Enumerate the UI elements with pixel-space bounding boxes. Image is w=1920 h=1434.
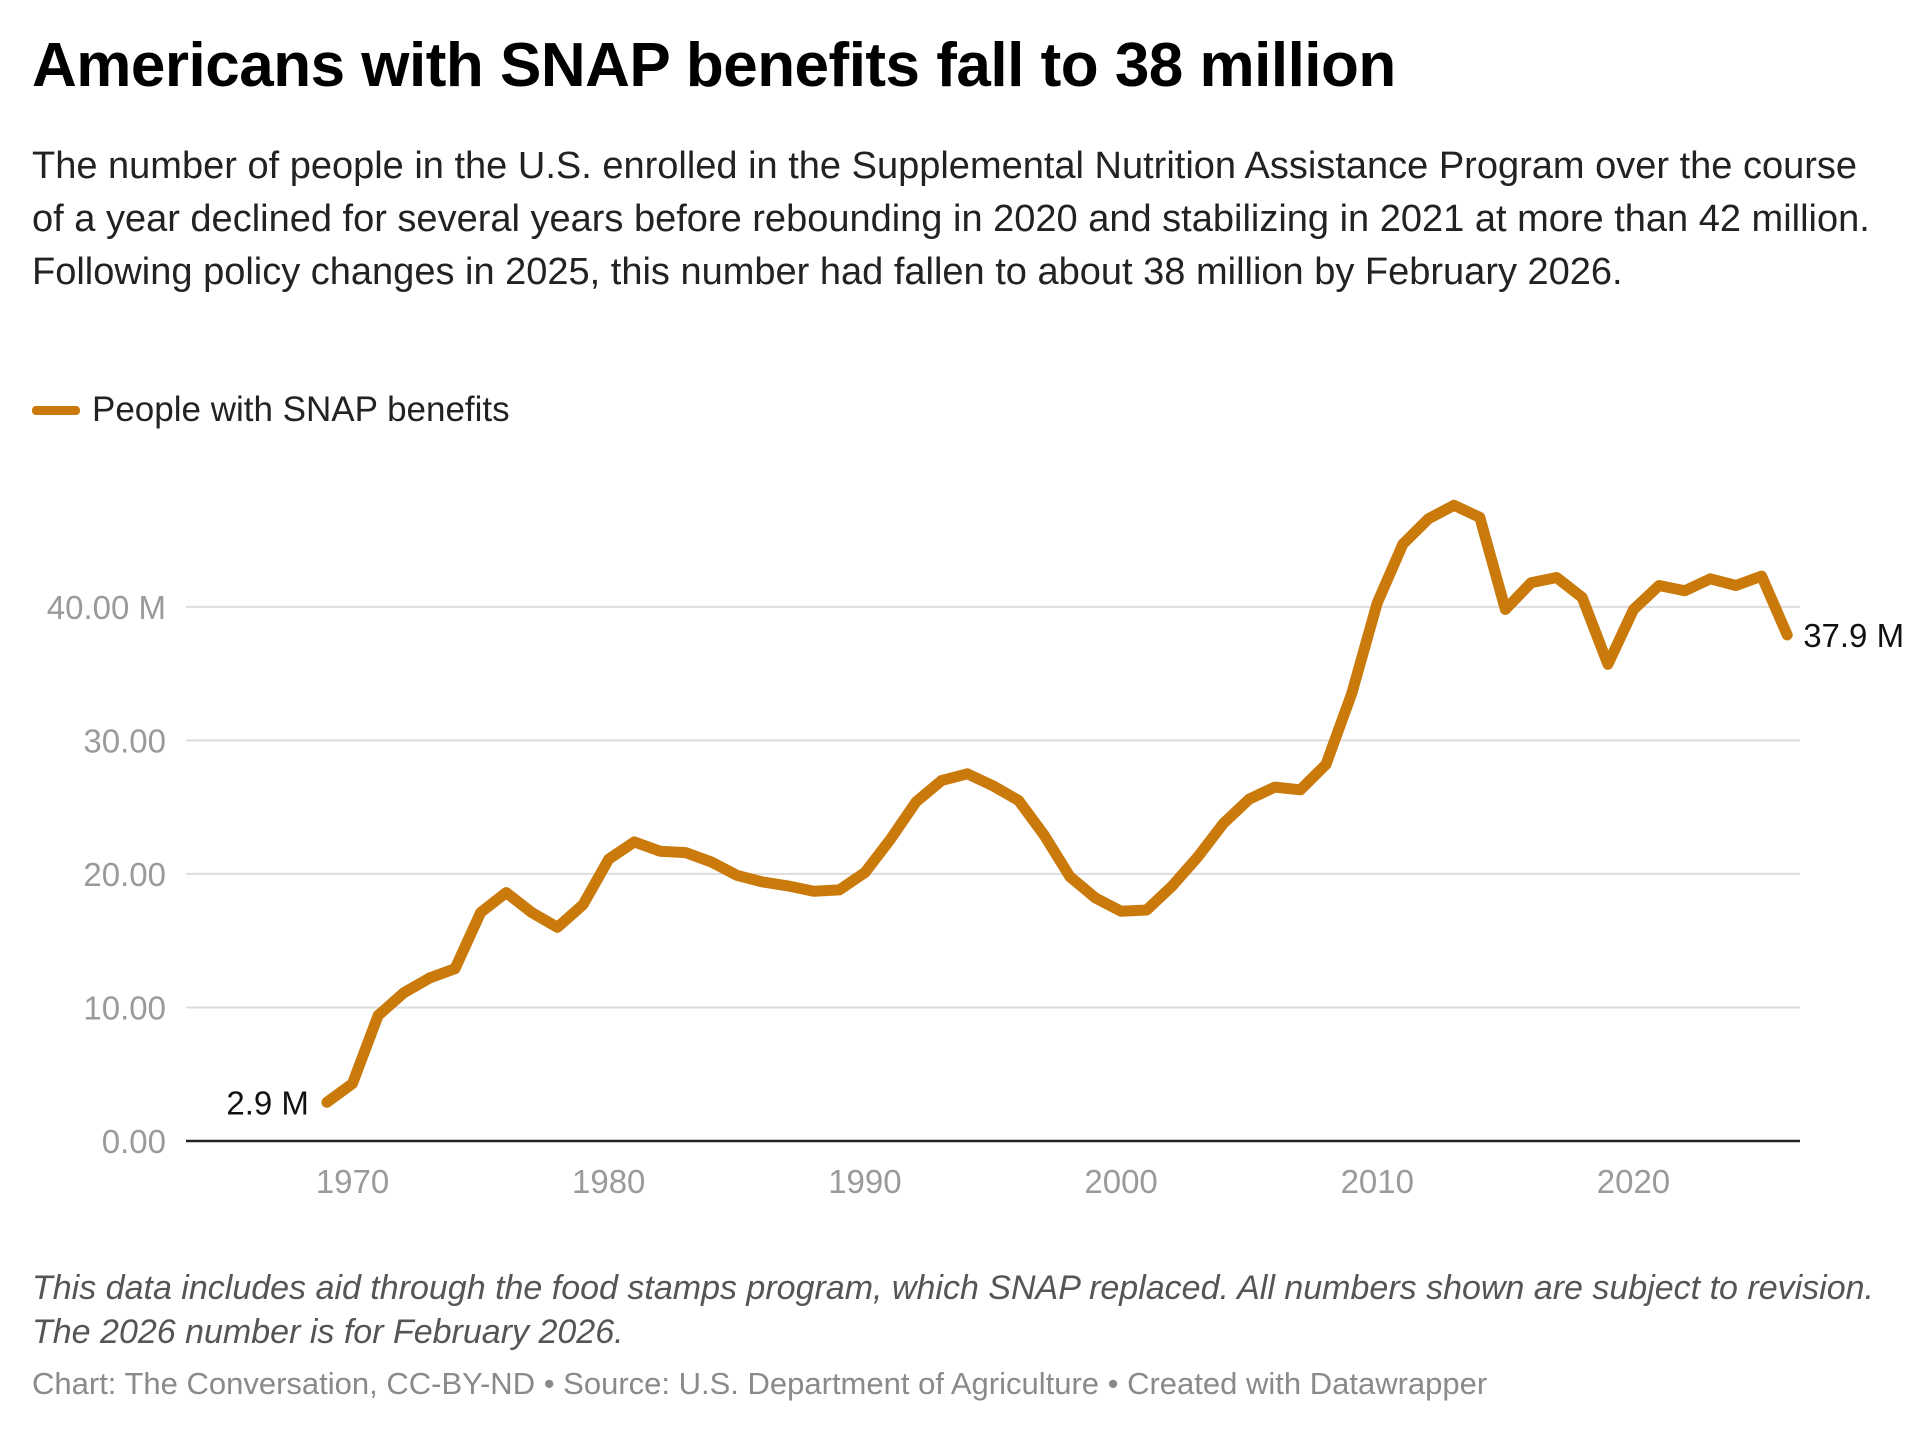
data-point [809,886,819,896]
y-tick-label: 0.00 [102,1123,166,1160]
data-point [1321,759,1331,769]
data-point [1347,689,1357,699]
x-tick-label: 2020 [1597,1163,1670,1200]
data-point [629,837,639,847]
legend-label: People with SNAP benefits [92,390,510,429]
x-tick-label: 1970 [316,1163,389,1200]
series-line [321,499,1793,1108]
data-point [1552,572,1562,582]
data-point [322,1097,332,1107]
data-point [1782,630,1792,640]
legend-swatch [32,405,80,415]
chart-notes: This data includes aid through the food … [32,1269,1874,1351]
data-point [476,908,486,918]
data-point [1167,881,1177,891]
chart-title: Americans with SNAP benefits fall to 38 … [32,31,1396,100]
data-point [1142,905,1152,915]
data-point [1014,795,1024,805]
data-point [424,973,434,983]
data-point [373,1010,383,1020]
data-point [604,854,614,864]
data-point [552,922,562,932]
gridlines [186,605,1800,1009]
y-tick-label: 10.00 [83,989,166,1026]
x-tick-label: 2000 [1084,1163,1157,1200]
data-point [655,846,665,856]
chart-credit: Chart: The Conversation, CC-BY-ND • Sour… [32,1366,1488,1401]
data-point [937,775,947,785]
chart-subtitle: The number of people in the U.S. enrolle… [32,145,1870,293]
data-point [1398,539,1408,549]
data-point [911,797,921,807]
data-point [783,881,793,891]
data-point [834,885,844,895]
data-point [1475,512,1485,522]
y-tick-label: 30.00 [83,722,166,759]
data-point [1526,578,1536,588]
data-point [450,964,460,974]
series-layer [321,499,1793,1108]
data-point [527,908,537,918]
data-point [706,857,716,867]
data-point [1039,830,1049,840]
data-point [1628,605,1638,615]
data-point [860,868,870,878]
data-point [1193,852,1203,862]
data-point [1731,580,1741,590]
data-point [1577,592,1587,602]
axes: 0.00 10.00 20.00 30.00 40.00 M 1970 1980 1990 20… [47,589,1800,1200]
y-tick-label: 40.00 M [47,589,166,626]
line-chart: 0.00 10.00 20.00 30.00 40.00 M 1970 1980 1990 20… [47,499,1904,1200]
data-point [681,848,691,858]
data-point [1654,580,1664,590]
data-point [1372,598,1382,608]
data-point [1116,906,1126,916]
data-point [578,900,588,910]
y-tick-label: 20.00 [83,856,166,893]
data-point [1757,571,1767,581]
data-point [1705,574,1715,584]
data-point [399,988,409,998]
data-point [1244,794,1254,804]
data-point [732,870,742,880]
chart-legend: People with SNAP benefits [32,390,510,430]
data-point [348,1079,358,1089]
data-labels: 2.9 M 37.9 M [226,617,1904,1121]
data-point [886,834,896,844]
x-tick-label: 2010 [1341,1163,1414,1200]
data-point [1424,514,1434,524]
data-point [1270,782,1280,792]
data-point [1500,605,1510,615]
data-point [988,781,998,791]
x-tick-label: 1980 [572,1163,645,1200]
data-point [1065,872,1075,882]
data-point [962,769,972,779]
data-point [1295,785,1305,795]
data-point [501,888,511,898]
data-point [757,877,767,887]
data-point [1603,659,1613,669]
data-point [1680,586,1690,596]
data-point [1219,818,1229,828]
x-tick-label: 1990 [828,1163,901,1200]
data-label: 2.9 M [226,1084,309,1121]
data-point [1090,893,1100,903]
data-point [1449,500,1459,510]
data-label: 37.9 M [1803,617,1904,654]
